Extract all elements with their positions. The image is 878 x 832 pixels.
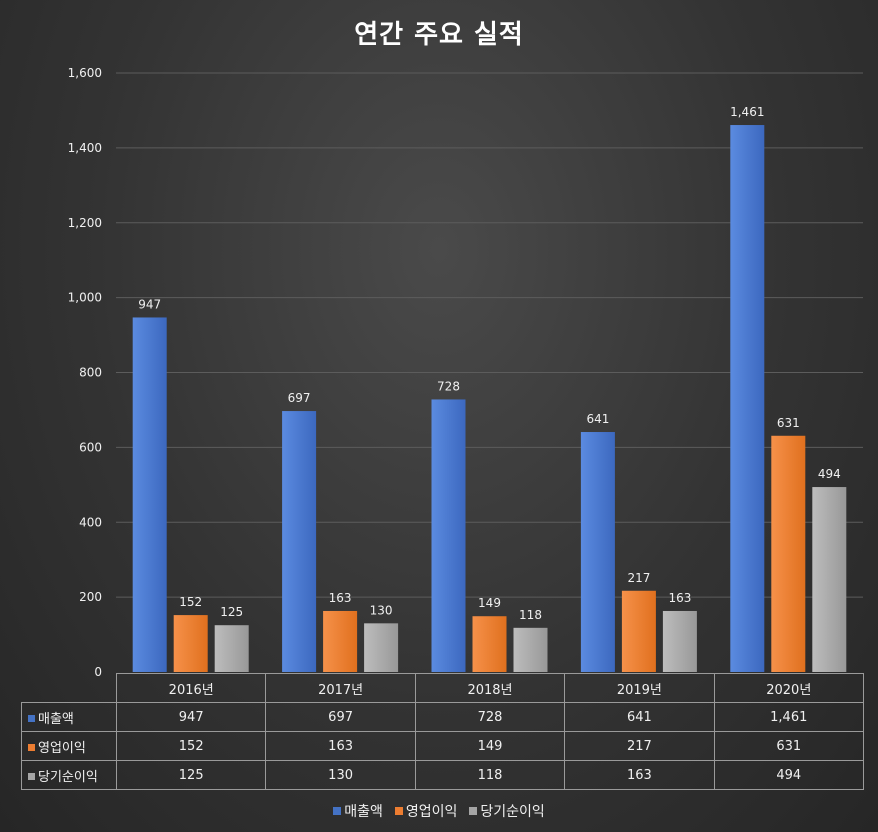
table-cell: 118 — [414, 760, 566, 790]
data-label: 217 — [627, 571, 650, 585]
table-cell: 163 — [564, 760, 715, 790]
bar — [580, 432, 615, 672]
table-cell: 217 — [564, 731, 715, 761]
y-tick-label: 0 — [94, 665, 102, 679]
data-label: 1,461 — [730, 105, 764, 119]
data-label: 641 — [586, 412, 609, 426]
table-row-header: 매출액 — [21, 702, 117, 732]
bar — [173, 615, 208, 672]
table-cell: 631 — [713, 731, 864, 761]
series-name: 매출액 — [38, 711, 74, 727]
bar — [662, 610, 697, 672]
series-name: 영업이익 — [38, 740, 86, 756]
y-tick-label: 600 — [79, 440, 102, 454]
bar — [132, 317, 167, 672]
legend-label: 영업이익 — [405, 804, 458, 820]
data-label: 631 — [777, 416, 800, 430]
data-label: 163 — [329, 591, 352, 605]
bar — [282, 411, 317, 672]
table-cell: 163 — [265, 731, 416, 761]
legend-label: 매출액 — [344, 804, 383, 820]
table-row-header: 당기순이익 — [21, 760, 117, 790]
legend: 매출액 영업이익 당기순이익 — [0, 801, 878, 821]
table-cell: 1,461 — [713, 702, 864, 732]
data-label: 494 — [818, 467, 841, 481]
x-tick-label: 2017년 — [265, 673, 416, 703]
data-label: 152 — [179, 595, 202, 609]
y-tick-label: 1,600 — [68, 66, 102, 80]
y-tick-label: 200 — [79, 590, 102, 604]
bar — [364, 623, 399, 672]
bar — [771, 435, 806, 672]
table-corner — [21, 673, 117, 703]
table-cell: 728 — [414, 702, 566, 732]
data-label: 149 — [478, 596, 501, 610]
bar — [472, 616, 507, 672]
y-tick-label: 400 — [79, 515, 102, 529]
chart-title: 연간 주요 실적 — [354, 20, 524, 50]
x-tick-label: 2018년 — [414, 673, 566, 703]
bar — [431, 399, 466, 672]
data-label: 118 — [519, 608, 542, 622]
data-label: 947 — [138, 297, 161, 311]
table-cell: 697 — [265, 702, 416, 732]
table-cell: 130 — [265, 760, 416, 790]
legend-key — [469, 807, 478, 815]
table-row: 매출액 947 697 728 641 1,461 — [21, 702, 864, 732]
table-row: 영업이익 152 163 149 217 631 — [21, 731, 864, 761]
bar — [214, 625, 249, 672]
bar — [730, 125, 765, 672]
table-row-header: 영업이익 — [21, 731, 117, 761]
series-name: 당기순이익 — [38, 769, 98, 785]
table-cell: 947 — [115, 702, 267, 732]
legend-label: 당기순이익 — [480, 804, 545, 820]
y-tick-label: 1,400 — [68, 141, 102, 155]
x-tick-label: 2019년 — [564, 673, 715, 703]
legend-item: 매출액 — [333, 801, 383, 821]
table-cell: 125 — [115, 760, 267, 790]
data-label: 697 — [288, 391, 311, 405]
x-tick-label: 2016년 — [115, 673, 267, 703]
table-cell: 494 — [713, 760, 864, 790]
bar — [621, 590, 656, 672]
series-key — [28, 714, 35, 722]
data-label: 163 — [668, 591, 691, 605]
table-row: 당기순이익 125 130 118 163 494 — [21, 760, 864, 790]
table-cell: 152 — [115, 731, 267, 761]
bar — [323, 610, 358, 672]
y-tick-label: 800 — [79, 366, 102, 380]
table-cell: 641 — [564, 702, 715, 732]
x-tick-label: 2020년 — [713, 673, 864, 703]
data-label: 130 — [370, 603, 393, 617]
bar — [513, 627, 548, 672]
series-key — [28, 772, 35, 780]
data-label: 728 — [437, 379, 460, 393]
series-key — [28, 743, 35, 751]
legend-key — [394, 807, 403, 815]
bar — [812, 487, 847, 672]
legend-key — [333, 807, 342, 815]
data-label: 125 — [220, 605, 243, 619]
table-cell: 149 — [414, 731, 566, 761]
legend-item: 당기순이익 — [469, 801, 545, 821]
legend-item: 영업이익 — [394, 801, 458, 821]
y-tick-label: 1,200 — [68, 216, 102, 230]
y-tick-label: 1,000 — [68, 291, 102, 305]
